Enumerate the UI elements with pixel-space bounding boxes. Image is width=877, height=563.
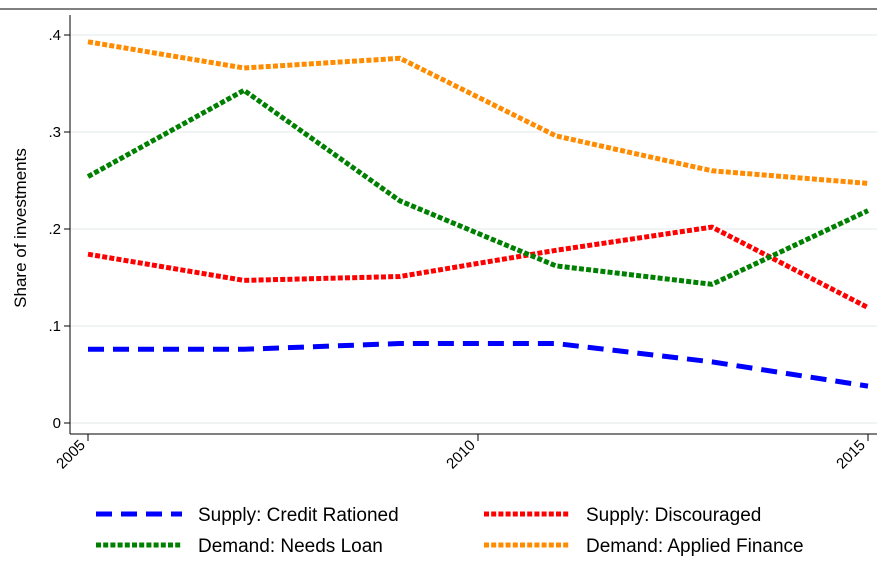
series-lines	[86, 39, 870, 389]
gridlines	[70, 34, 877, 424]
series-line-3	[87, 39, 869, 186]
y-axis-title: Share of investments	[11, 148, 30, 308]
y-tick-label: .3	[48, 124, 61, 141]
legend-label-2: Demand: Needs Loan	[198, 536, 383, 557]
legend-label-0: Supply: Credit Rationed	[198, 505, 399, 526]
y-tick-label: 0	[53, 415, 61, 432]
y-tick-label: .2	[48, 221, 61, 238]
series-line-1	[87, 224, 870, 310]
legend-label-1: Supply: Discouraged	[586, 505, 761, 526]
y-tick-label: .4	[48, 27, 61, 44]
axes	[64, 15, 877, 441]
legend-label-3: Demand: Applied Finance	[586, 536, 804, 557]
series-line-0	[88, 341, 869, 389]
legend: Supply: Credit Rationed Supply: Discourag…	[96, 505, 804, 557]
y-tick-label: .1	[48, 318, 61, 335]
series-line-2	[86, 87, 870, 287]
